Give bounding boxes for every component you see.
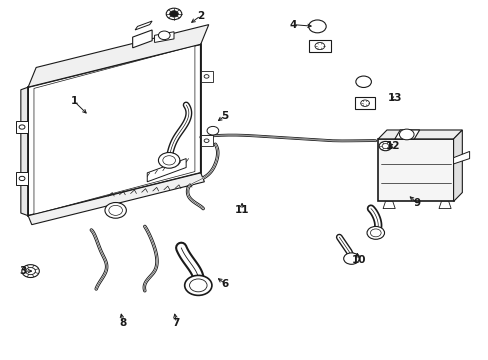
Circle shape xyxy=(19,176,25,181)
Polygon shape xyxy=(382,202,394,208)
Circle shape xyxy=(314,42,324,50)
Circle shape xyxy=(399,129,413,140)
Polygon shape xyxy=(28,24,208,87)
Polygon shape xyxy=(147,158,186,182)
Text: 6: 6 xyxy=(221,279,228,289)
Circle shape xyxy=(169,11,178,17)
Circle shape xyxy=(22,265,39,278)
Polygon shape xyxy=(377,130,461,139)
Circle shape xyxy=(158,31,170,40)
Polygon shape xyxy=(355,97,374,109)
Polygon shape xyxy=(377,139,453,202)
Text: 10: 10 xyxy=(351,255,365,265)
Polygon shape xyxy=(201,71,212,82)
Polygon shape xyxy=(308,40,330,53)
Text: 1: 1 xyxy=(71,96,78,107)
Circle shape xyxy=(203,139,208,143)
Circle shape xyxy=(203,75,208,78)
Polygon shape xyxy=(154,32,174,42)
Polygon shape xyxy=(16,172,28,185)
Polygon shape xyxy=(135,21,152,30)
Polygon shape xyxy=(132,30,152,48)
Polygon shape xyxy=(21,87,28,216)
Polygon shape xyxy=(16,121,28,133)
Circle shape xyxy=(105,203,126,218)
Text: 9: 9 xyxy=(413,198,420,208)
Circle shape xyxy=(189,279,206,292)
Polygon shape xyxy=(394,130,419,139)
Circle shape xyxy=(343,253,359,264)
Circle shape xyxy=(355,76,371,87)
Polygon shape xyxy=(453,152,468,164)
Text: 8: 8 xyxy=(119,318,126,328)
Circle shape xyxy=(19,125,25,129)
Circle shape xyxy=(360,100,369,107)
Circle shape xyxy=(163,156,175,165)
Circle shape xyxy=(370,229,380,237)
Text: 7: 7 xyxy=(172,318,180,328)
Text: 3: 3 xyxy=(20,266,27,276)
Text: 11: 11 xyxy=(234,205,249,215)
Circle shape xyxy=(381,144,388,149)
Text: 13: 13 xyxy=(387,93,402,103)
Polygon shape xyxy=(453,130,461,202)
Circle shape xyxy=(158,153,180,168)
Circle shape xyxy=(109,205,122,215)
Circle shape xyxy=(378,141,391,151)
Polygon shape xyxy=(438,202,450,208)
Circle shape xyxy=(206,126,218,135)
Circle shape xyxy=(366,226,384,239)
Circle shape xyxy=(166,8,182,19)
Circle shape xyxy=(184,275,211,296)
Polygon shape xyxy=(201,135,212,146)
Text: 12: 12 xyxy=(385,141,399,151)
Polygon shape xyxy=(34,46,195,215)
Polygon shape xyxy=(28,173,204,225)
Circle shape xyxy=(308,20,325,33)
Circle shape xyxy=(26,267,35,275)
Text: 2: 2 xyxy=(197,11,204,21)
Text: 5: 5 xyxy=(221,111,228,121)
Text: 4: 4 xyxy=(289,19,296,30)
Polygon shape xyxy=(28,44,201,216)
